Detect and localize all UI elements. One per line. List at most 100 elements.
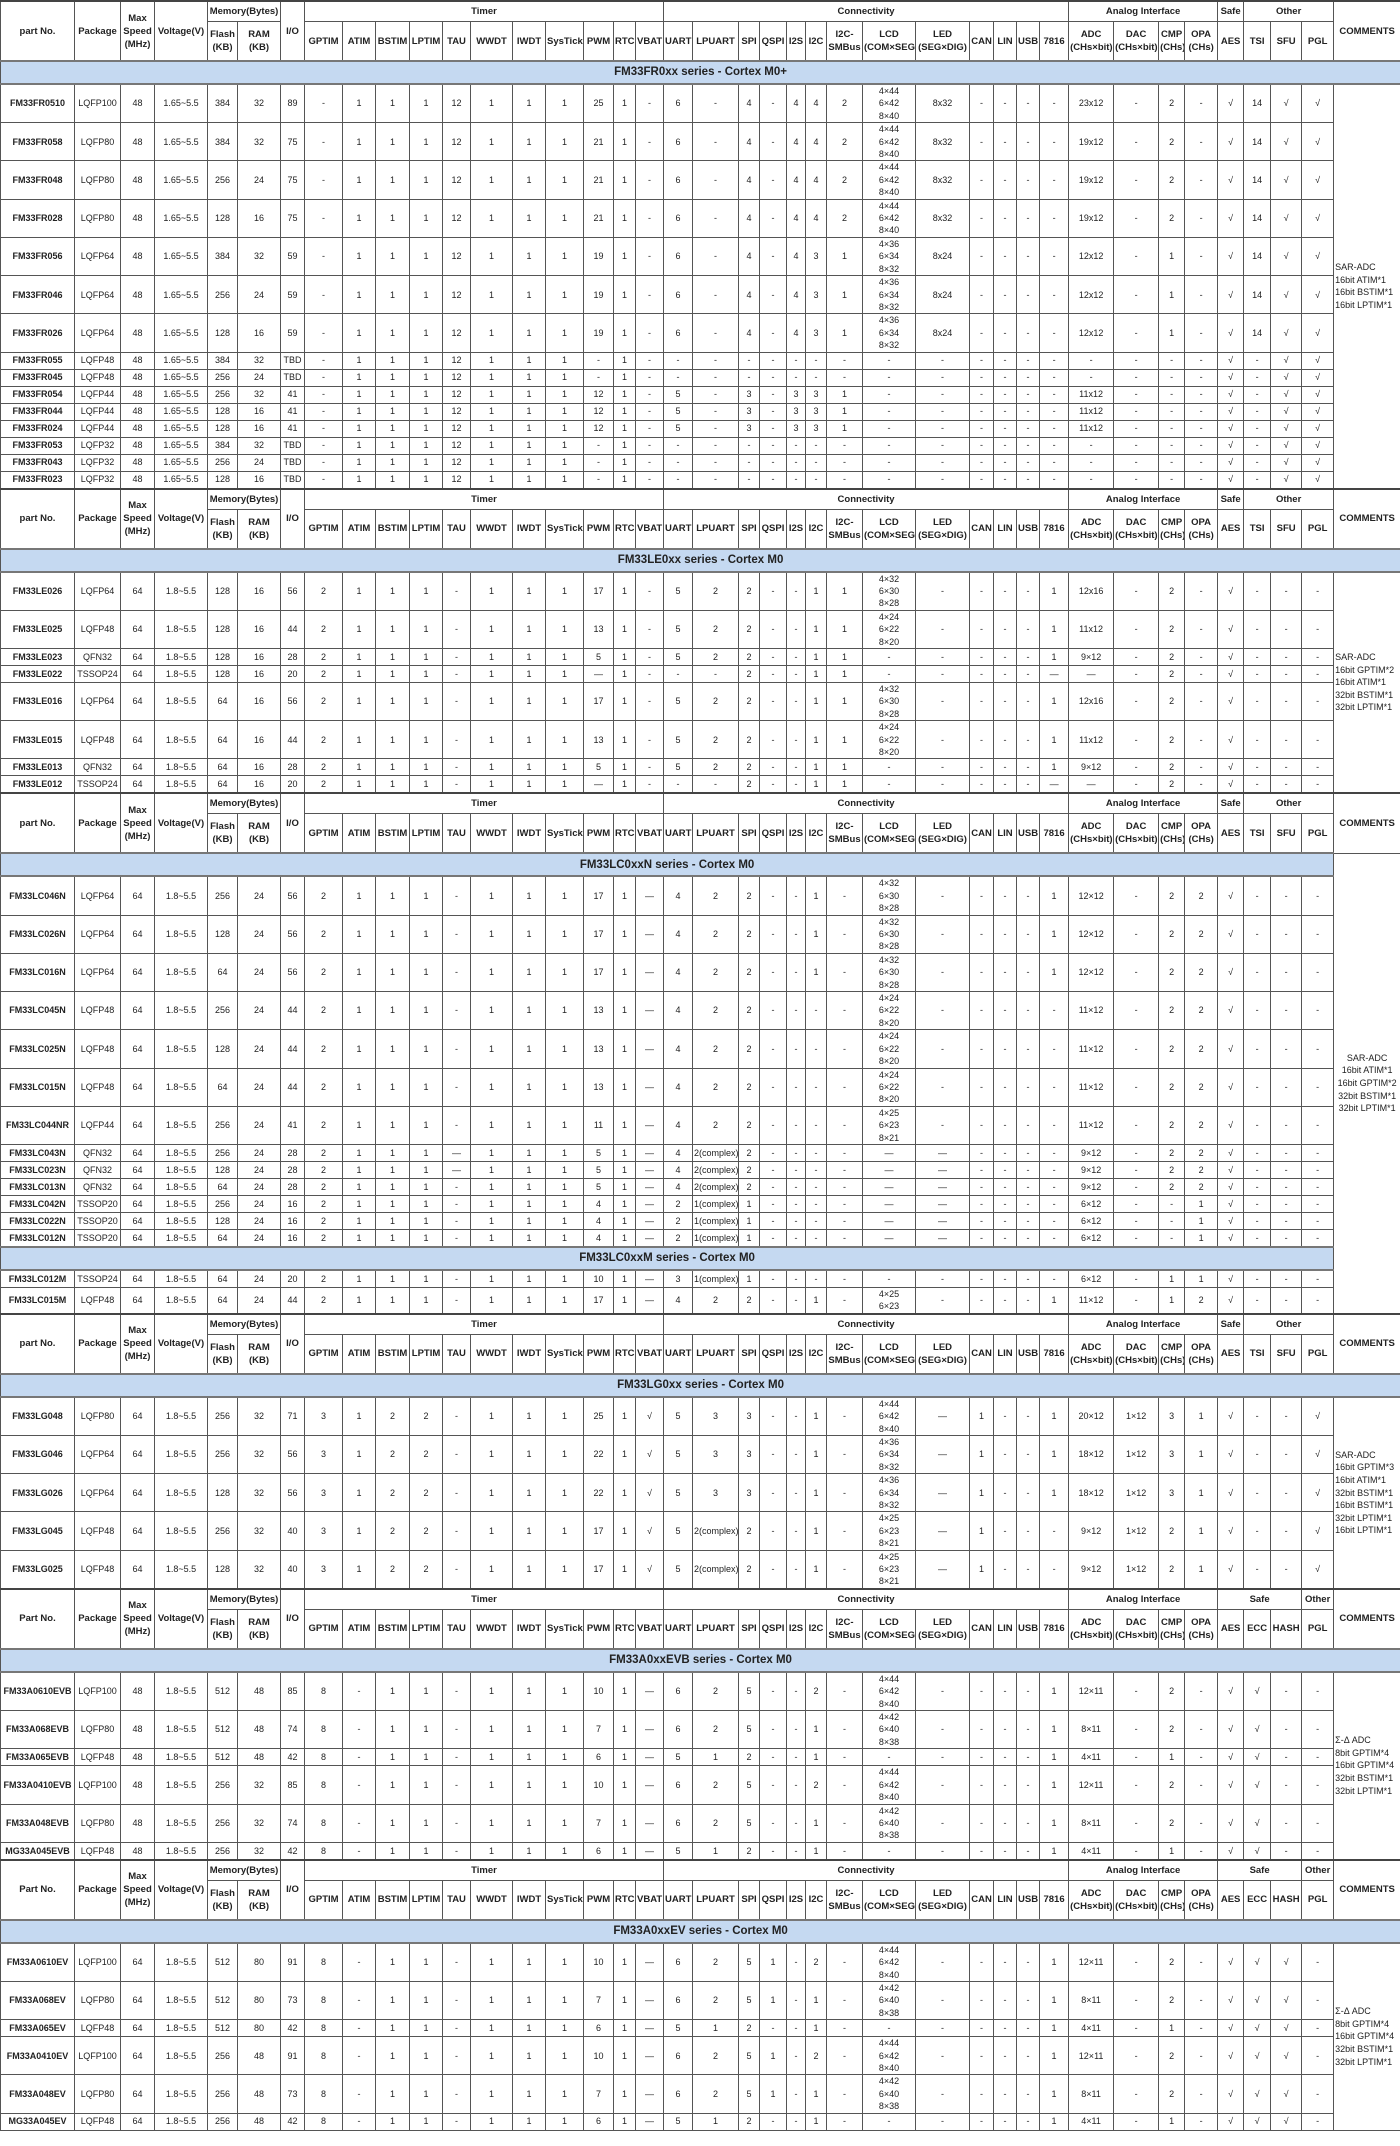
spec-cell: -	[993, 952, 1018, 993]
spec-cell: √	[1217, 1067, 1245, 1107]
spec-cell: 1	[375, 1228, 411, 1248]
spec-cell: -	[1016, 1177, 1041, 1196]
spec-cell: 1	[409, 470, 444, 490]
spec-cell: -	[786, 1765, 807, 1805]
spec-cell: -	[826, 351, 864, 370]
column-header: LED (SEG×DIG)	[915, 1879, 971, 1921]
spec-cell: -	[738, 436, 761, 455]
column-header-part-no: part No.	[0, 487, 75, 550]
spec-cell: -	[862, 647, 917, 666]
spec-cell: -	[915, 875, 971, 916]
spec-cell: 16	[280, 1194, 306, 1213]
column-header: USB	[1016, 21, 1041, 62]
spec-cell: 1	[545, 160, 585, 200]
spec-cell: 128	[207, 470, 238, 490]
spec-cell: -	[969, 402, 995, 421]
spec-cell: -	[1016, 313, 1041, 353]
spec-cell: 2	[304, 991, 344, 1031]
spec-cell: √	[1217, 313, 1245, 353]
spec-cell: -	[993, 1286, 1018, 1315]
spec-cell: 2	[692, 609, 740, 649]
spec-cell: 1	[512, 470, 547, 490]
column-header: TAU	[442, 1608, 472, 1650]
table-row: FM33LC023N QFN32 64 1.8~5.5 128 24 28 2 1 1 1—1 1 1 5…	[0, 1160, 1400, 1179]
column-header: BSTIM	[375, 21, 411, 62]
spec-cell: -	[826, 1434, 864, 1475]
group-header-safe: Safe	[1217, 792, 1245, 815]
spec-cell: 9×12	[1068, 647, 1115, 666]
spec-cell: -	[969, 198, 995, 238]
spec-cell: 1	[1039, 1671, 1070, 1712]
spec-cell: 2	[1158, 991, 1186, 1031]
spec-cell: 1	[512, 1511, 547, 1551]
spec-cell: -	[993, 1671, 1018, 1712]
spec-cell: -	[1184, 1803, 1219, 1843]
spec-cell: 128	[207, 198, 238, 238]
spec-cell: 1	[805, 1286, 828, 1315]
spec-cell: -	[1113, 1748, 1160, 1767]
spec-cell: 12	[583, 385, 615, 404]
spec-cell: 4	[663, 1029, 694, 1069]
spec-cell: √	[1217, 2112, 1245, 2131]
spec-cell: -	[1039, 1029, 1070, 1069]
column-header: SysTick	[545, 1333, 585, 1375]
spec-cell: -	[969, 436, 995, 455]
spec-cell: 2	[304, 609, 344, 649]
column-header: ECC	[1243, 1608, 1272, 1650]
spec-cell: 1	[375, 681, 411, 722]
column-header: ADC (CHs×bit)	[1068, 813, 1115, 854]
spec-cell: 2	[409, 1473, 444, 1513]
spec-cell: -	[969, 1748, 995, 1767]
spec-cell: 19x12	[1068, 160, 1115, 200]
spec-cell: -	[1039, 991, 1070, 1031]
spec-cell: -	[442, 1473, 472, 1513]
spec-cell: 5	[738, 1765, 761, 1805]
spec-cell: -	[1301, 720, 1335, 760]
spec-cell: 1	[692, 2112, 740, 2131]
spec-cell: -	[442, 1228, 472, 1248]
spec-cell: 14	[1243, 122, 1272, 162]
spec-cell: 1	[375, 875, 411, 916]
spec-cell: 1	[409, 1980, 444, 2021]
spec-cell: 1	[613, 1269, 637, 1288]
spec-cell: 1	[1039, 1841, 1070, 1861]
spec-cell: —	[635, 2019, 665, 2038]
spec-cell: 64	[120, 2074, 155, 2114]
comments-cell: SAR-ADC 16bit ATIM*1 16bit GPTIM*2 32bit…	[1333, 852, 1400, 1315]
spec-cell: 1	[409, 1143, 444, 1162]
spec-cell: -	[862, 436, 917, 455]
spec-cell: 1	[470, 1980, 514, 2021]
spec-cell: 4	[805, 83, 828, 124]
column-header: ADC (CHs×bit)	[1068, 508, 1115, 550]
spec-cell: 1.8~5.5	[154, 1105, 208, 1145]
column-header: WWDT	[470, 813, 514, 854]
spec-cell: 17	[583, 681, 615, 722]
spec-cell: -	[786, 952, 807, 993]
spec-cell: -	[759, 571, 788, 611]
spec-cell: TSSOP20	[74, 1211, 121, 1230]
spec-cell: -	[1016, 681, 1041, 722]
spec-cell: 80	[236, 1980, 282, 2021]
spec-cell: -	[759, 1396, 788, 1436]
spec-cell: -	[862, 2019, 917, 2038]
spec-cell: —	[635, 1980, 665, 2021]
spec-cell: 1	[613, 2019, 637, 2038]
spec-cell: 5	[663, 720, 694, 760]
spec-cell: √	[635, 1511, 665, 1551]
spec-cell: 1	[1184, 1473, 1219, 1513]
spec-cell: √	[1217, 470, 1245, 490]
spec-cell: -	[1016, 436, 1041, 455]
spec-cell: 2	[1158, 647, 1186, 666]
column-header: LED (SEG×DIG)	[915, 1333, 971, 1375]
spec-cell: -	[993, 1105, 1018, 1145]
table-row: FM33A048EV LQFP80 64 1.8~5.5 256 48 73 8-1 1-1 1 1…	[0, 2074, 1400, 2114]
spec-cell: -	[993, 1177, 1018, 1196]
spec-cell: 17	[583, 952, 615, 993]
spec-cell: 2	[692, 914, 740, 954]
spec-cell: 48	[120, 1803, 155, 1843]
spec-cell: 71	[280, 1396, 306, 1436]
spec-cell: 64	[120, 914, 155, 954]
spec-cell: 1	[545, 122, 585, 162]
spec-cell: 2	[738, 1029, 761, 1069]
spec-cell: -	[1184, 236, 1219, 277]
